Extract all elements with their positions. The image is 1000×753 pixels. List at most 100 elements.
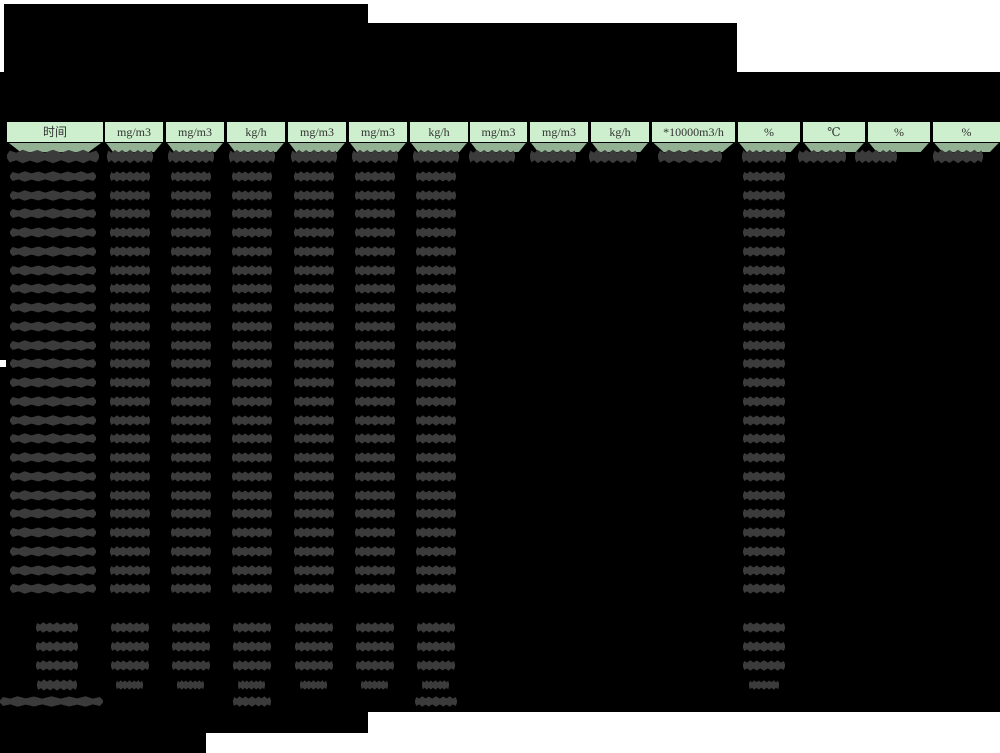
- redacted-cell: [416, 377, 456, 388]
- redacted-cell: [116, 680, 143, 690]
- header-shadow: [934, 143, 999, 152]
- redacted-cell: [110, 546, 150, 557]
- redacted-cell: [743, 396, 785, 407]
- column-header-7: kg/h: [410, 122, 468, 142]
- redacted-cell: [355, 527, 395, 538]
- redacted-cell: [469, 149, 515, 164]
- redacted-cell: [294, 377, 334, 388]
- redacted-cell: [37, 679, 77, 691]
- redacted-cell: [355, 171, 395, 182]
- redacted-cell: [355, 283, 395, 294]
- redacted-cell: [294, 433, 334, 444]
- redacted-cell: [171, 471, 211, 482]
- redacted-cell: [232, 302, 272, 313]
- redacted-cell: [294, 283, 334, 294]
- redacted-cell: [743, 208, 785, 219]
- redacted-cell: [172, 622, 210, 633]
- header-shadow: [592, 143, 648, 152]
- redacted-cell: [232, 471, 272, 482]
- redacted-cell: [110, 377, 150, 388]
- redacted-cell: [10, 452, 96, 463]
- redacted-cell: [294, 583, 334, 594]
- redacted-cell: [232, 246, 272, 257]
- redacted-cell: [294, 490, 334, 501]
- redacted-cell: [294, 565, 334, 576]
- redacted-cell: [855, 149, 897, 164]
- header-shadow: [869, 143, 929, 152]
- redacted-cell: [171, 246, 211, 257]
- redacted-cell: [238, 680, 265, 690]
- redacted-cell: [742, 149, 786, 164]
- redacted-cell: [110, 396, 150, 407]
- redacted-cell: [415, 696, 457, 707]
- redacted-cell: [10, 171, 96, 182]
- redacted-cell: [171, 171, 211, 182]
- redacted-cell: [355, 565, 395, 576]
- header-shadow: [804, 143, 864, 152]
- redacted-cell: [356, 660, 394, 671]
- redacted-cell: [10, 415, 96, 426]
- redacted-cell: [416, 246, 456, 257]
- redacted-cell: [413, 149, 459, 164]
- redacted-cell: [10, 340, 96, 351]
- redacted-cell: [10, 433, 96, 444]
- redacted-cell: [352, 149, 398, 164]
- redacted-cell: [743, 321, 785, 332]
- column-header-6: mg/m3: [349, 122, 407, 142]
- redacted-cell: [355, 302, 395, 313]
- redacted-cell: [743, 452, 785, 463]
- redacted-cell: [743, 433, 785, 444]
- header-shadow: [228, 143, 284, 152]
- redacted-cell: [10, 471, 96, 482]
- redacted-cell: [10, 396, 96, 407]
- redacted-cell: [232, 171, 272, 182]
- redacted-cell: [417, 641, 455, 652]
- redacted-cell: [0, 696, 103, 707]
- redacted-cell: [294, 190, 334, 201]
- redacted-cell: [110, 452, 150, 463]
- column-header-1: 时间: [7, 122, 103, 142]
- redacted-cell: [416, 208, 456, 219]
- redacted-cell: [743, 660, 785, 671]
- redacted-cell: [294, 452, 334, 463]
- redacted-cell: [232, 508, 272, 519]
- redacted-cell: [7, 149, 99, 164]
- redacted-cell: [177, 680, 204, 690]
- redacted-cell: [171, 358, 211, 369]
- redacted-cell: [232, 490, 272, 501]
- redacted-cell: [110, 171, 150, 182]
- redacted-cell: [171, 265, 211, 276]
- redacted-cell: [416, 396, 456, 407]
- redacted-cell: [36, 641, 78, 652]
- redacted-cell: [355, 321, 395, 332]
- redacted-cell: [171, 340, 211, 351]
- redacted-cell: [743, 415, 785, 426]
- redacted-cell: [10, 321, 96, 332]
- redacted-cell: [232, 321, 272, 332]
- redacted-title-block-2: [4, 23, 737, 72]
- column-header-8: mg/m3: [470, 122, 527, 142]
- redacted-cell: [294, 546, 334, 557]
- redacted-cell: [355, 246, 395, 257]
- redacted-cell: [171, 527, 211, 538]
- redacted-cell: [232, 433, 272, 444]
- redacted-cell: [295, 622, 333, 633]
- column-header-5: mg/m3: [288, 122, 346, 142]
- header-shadow: [411, 143, 467, 152]
- column-header-2: mg/m3: [105, 122, 163, 142]
- column-header-9: mg/m3: [530, 122, 588, 142]
- redacted-cell: [171, 396, 211, 407]
- redacted-cell: [233, 660, 271, 671]
- redacted-cell: [416, 415, 456, 426]
- redacted-cell: [355, 227, 395, 238]
- redacted-cell: [232, 452, 272, 463]
- redacted-cell: [355, 433, 395, 444]
- redacted-cell: [232, 546, 272, 557]
- redacted-cell: [10, 508, 96, 519]
- redacted-cell: [232, 283, 272, 294]
- redacted-cell: [171, 508, 211, 519]
- redacted-cell: [294, 508, 334, 519]
- column-header-14: %: [868, 122, 930, 142]
- redacted-cell: [355, 490, 395, 501]
- redacted-cell: [232, 227, 272, 238]
